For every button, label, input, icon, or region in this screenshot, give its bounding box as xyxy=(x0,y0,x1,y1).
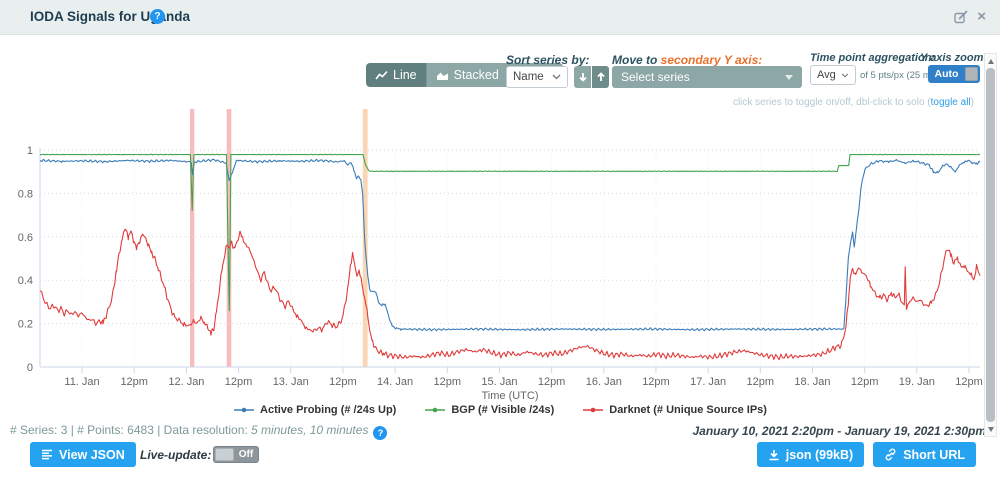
vertical-scrollbar[interactable] xyxy=(984,53,997,437)
live-update-state: Off xyxy=(238,449,254,460)
y-tick-label: 1 xyxy=(27,145,33,157)
aggregation-detail: of 5 pts/px (25 minutes) xyxy=(860,70,960,81)
download-json-button[interactable]: json (99kB) xyxy=(756,442,865,467)
legend-item[interactable]: Active Probing (# /24s Up) xyxy=(233,404,396,416)
legend-item[interactable]: Darknet (# Unique Source IPs) xyxy=(582,404,767,416)
series-stats: # Series: 3 | # Points: 6483 | Data reso… xyxy=(10,423,388,440)
series-line xyxy=(39,228,981,361)
date-range: January 10, 2021 2:20pm - January 19, 20… xyxy=(692,424,986,438)
page-title: IODA Signals for Uganda xyxy=(30,9,191,24)
y-tick-label: 0.4 xyxy=(18,275,33,287)
x-tick-label: 12pm xyxy=(433,376,461,388)
yzoom-auto-toggle[interactable]: Auto xyxy=(928,65,980,83)
series-line xyxy=(39,158,981,332)
sort-descending-button[interactable] xyxy=(574,66,591,88)
legend-item[interactable]: BGP (# Visible /24s) xyxy=(424,404,554,416)
legend-label: Active Probing (# /24s Up) xyxy=(260,404,397,416)
x-tick-label: 13. Jan xyxy=(273,376,309,388)
aggregation-label: Time point aggregation: xyxy=(810,52,936,64)
outage-band xyxy=(226,109,232,367)
x-tick-label: 14. Jan xyxy=(377,376,413,388)
toggle-knob xyxy=(215,448,234,461)
aggregation-select[interactable]: Avg xyxy=(810,65,856,85)
move-secondary-axis-label: Move to secondary Y axis: xyxy=(612,53,763,67)
y-tick-label: 0 xyxy=(27,362,33,374)
legend-marker-icon xyxy=(425,407,446,413)
stacked-chart-button[interactable]: Stacked xyxy=(426,63,509,87)
legend-label: BGP (# Visible /24s) xyxy=(451,404,555,416)
x-tick-label: 12pm xyxy=(329,376,357,388)
outage-band xyxy=(362,109,368,367)
scrollbar-thumb[interactable] xyxy=(986,68,995,422)
toggle-knob xyxy=(965,67,978,81)
x-tick-label: 12pm xyxy=(851,376,879,388)
x-tick-label: 12pm xyxy=(538,376,566,388)
x-tick-label: 17. Jan xyxy=(690,376,726,388)
sort-series-label: Sort series by: xyxy=(506,53,590,67)
arrow-up-icon xyxy=(596,72,605,81)
help-icon[interactable]: ? xyxy=(373,426,388,440)
legend-hint: click series to toggle on/off, dbl-click… xyxy=(732,97,974,108)
outage-band xyxy=(190,109,195,367)
line-chart-button[interactable]: Line xyxy=(366,63,427,87)
scroll-up-button[interactable] xyxy=(985,55,996,67)
help-icon[interactable]: ? xyxy=(150,9,165,24)
scroll-down-icon xyxy=(987,426,994,432)
edit-icon[interactable] xyxy=(954,10,968,24)
legend-marker-icon xyxy=(234,407,255,413)
live-update-toggle[interactable]: Off xyxy=(213,446,259,463)
line-chart-icon xyxy=(375,70,388,79)
y-tick-label: 0.6 xyxy=(18,232,33,244)
x-tick-label: 16. Jan xyxy=(586,376,622,388)
x-tick-label: 12. Jan xyxy=(168,376,204,388)
download-icon xyxy=(769,449,779,460)
panel-header: IODA Signals for Uganda ? × xyxy=(0,0,1000,35)
close-icon[interactable]: × xyxy=(977,8,986,25)
signals-chart[interactable]: 11. Jan 12pm 12. Jan 12pm 13. Jan 12pm 14. Jan… xyxy=(0,106,1000,396)
select-series-dropdown[interactable]: Select series xyxy=(612,66,802,88)
x-tick-label: 12pm xyxy=(747,376,775,388)
x-tick-label: 12pm xyxy=(955,376,983,388)
y-tick-label: 0.8 xyxy=(18,188,33,200)
series-line xyxy=(39,153,981,312)
arrow-down-icon xyxy=(578,73,587,82)
x-tick-label: 15. Jan xyxy=(481,376,517,388)
y-tick-label: 0.2 xyxy=(18,319,33,331)
stacked-chart-icon xyxy=(436,72,448,80)
x-tick-label: 19. Jan xyxy=(899,376,935,388)
sort-select[interactable]: Name xyxy=(506,66,568,88)
yzoom-toggle-value: Auto xyxy=(934,68,959,80)
scroll-up-icon xyxy=(987,58,994,64)
link-icon xyxy=(885,448,896,461)
legend-label: Darknet (# Unique Source IPs) xyxy=(609,404,767,416)
chevron-down-icon xyxy=(841,72,849,78)
x-tick-label: 11. Jan xyxy=(64,376,99,388)
scroll-down-button[interactable] xyxy=(985,423,996,435)
short-url-button[interactable]: Short URL xyxy=(873,442,976,467)
sort-select-value: Name xyxy=(513,71,544,83)
yzoom-label: Y axis zoom: xyxy=(920,52,988,64)
x-tick-label: 12pm xyxy=(225,376,253,388)
toggle-all-link[interactable]: toggle all xyxy=(930,97,971,108)
select-series-placeholder: Select series xyxy=(621,70,690,84)
aggregation-value: Avg xyxy=(817,69,836,81)
x-tick-label: 12pm xyxy=(120,376,148,388)
list-icon xyxy=(42,449,52,460)
chart-legend: Active Probing (# /24s Up) BGP (# Visible… xyxy=(0,404,1000,416)
legend-marker-icon xyxy=(583,407,604,413)
view-json-button[interactable]: View JSON xyxy=(30,442,136,467)
sort-ascending-button[interactable] xyxy=(592,66,609,88)
xaxis-title: Time (UTC) xyxy=(481,390,539,402)
live-update-label: Live-update: xyxy=(140,448,212,462)
x-tick-label: 18. Jan xyxy=(794,376,830,388)
x-tick-label: 12pm xyxy=(642,376,670,388)
dropdown-caret-icon xyxy=(785,74,793,80)
chevron-down-icon xyxy=(552,74,561,80)
